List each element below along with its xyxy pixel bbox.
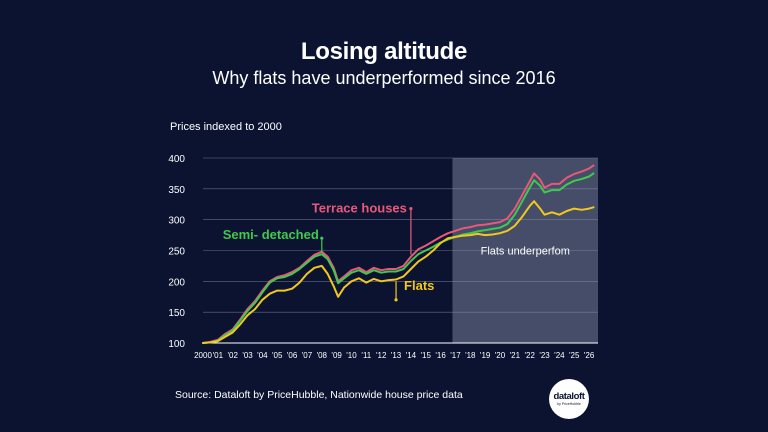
x-tick-label: 2000	[194, 351, 212, 360]
y-tick-label: 250	[168, 247, 185, 258]
x-tick-label: '02	[227, 351, 238, 360]
x-tick-label: '21	[510, 351, 521, 360]
x-tick-label: '24	[554, 351, 565, 360]
x-tick-label: '12	[376, 351, 387, 360]
x-tick-label: '14	[406, 351, 417, 360]
x-tick-label: '15	[421, 351, 432, 360]
x-tick-label: '03	[242, 351, 253, 360]
chart-subtitle: Why flats have underperformed since 2016	[212, 68, 556, 88]
x-tick-label: '11	[361, 351, 371, 360]
y-tick-label: 200	[168, 277, 185, 288]
x-tick-label: '16	[435, 351, 446, 360]
series-label: Flats	[404, 278, 434, 293]
x-tick-label: '05	[272, 351, 283, 360]
x-tick-label: '13	[391, 351, 402, 360]
x-tick-label: '20	[495, 351, 506, 360]
x-tick-labels: 2000'01'02 '03 '04 '05 '06 '07 '08'09 '10 '11 '12…	[194, 351, 595, 360]
x-tick-label: '25	[569, 351, 580, 360]
x-tick-label: '19	[480, 351, 491, 360]
x-tick-label: '08	[317, 351, 328, 360]
series-line-terrace-houses	[202, 164, 595, 344]
x-tick-label: '17	[450, 351, 461, 360]
dataloft-logo: dataloft by PriceHubble	[549, 379, 589, 419]
callout-dot	[394, 298, 398, 302]
gridlines	[203, 157, 598, 344]
shaded-region-label: Flats underperfom	[481, 246, 570, 258]
y-tick-label: 350	[168, 185, 185, 196]
x-tick-label: '04	[257, 351, 268, 360]
x-tick-label: '26	[584, 351, 595, 360]
callout-dot	[409, 206, 413, 211]
series-label: Terrace houses	[312, 201, 407, 216]
x-tick-label: '18	[465, 351, 476, 360]
series-line-semi-detached	[202, 172, 595, 344]
y-tick-labels: 100 150 200 250 300 350 400	[168, 154, 185, 350]
series-line-flats	[202, 200, 595, 344]
x-tick-label: '07	[302, 351, 313, 360]
y-axis-label: Prices indexed to 2000	[170, 121, 282, 133]
chart-title: Losing altitude	[300, 38, 468, 65]
x-tick-label: '10	[346, 351, 357, 360]
logo-wordmark: dataloft	[553, 391, 585, 402]
x-tick-label: '09	[331, 351, 342, 360]
x-tick-label: '22	[524, 351, 535, 360]
y-tick-label: 100	[168, 339, 185, 350]
x-tick-label: '23	[539, 351, 550, 360]
series-label: Semi- detached	[223, 227, 319, 242]
x-tick-label: '06	[287, 351, 298, 360]
source-note: Source: Dataloft by PriceHubble, Nationw…	[175, 389, 463, 401]
y-tick-label: 150	[168, 308, 185, 319]
series-lines	[202, 164, 595, 344]
callout-dot	[320, 236, 324, 240]
logo-byline: by PriceHubble	[557, 402, 581, 406]
x-tick-label: '01	[213, 351, 224, 360]
y-tick-label: 400	[168, 154, 185, 165]
series-callouts: Terrace houses Semi- detached Flats	[223, 201, 434, 302]
y-tick-label: 300	[168, 216, 185, 227]
